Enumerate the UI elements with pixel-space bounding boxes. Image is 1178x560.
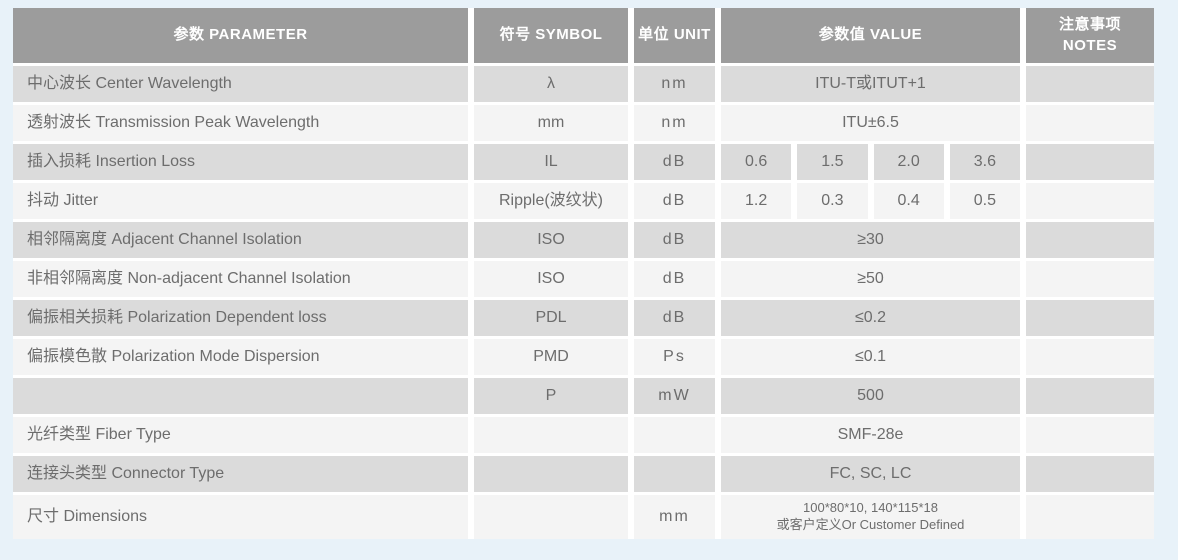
value-cell: ITU-T或ITUT+1 [721, 66, 1020, 102]
notes-cell [1026, 495, 1154, 539]
notes-cell [1026, 66, 1154, 102]
value-cell: SMF-28e [721, 417, 1020, 453]
symbol-cell: ISO [474, 261, 628, 297]
value-line: 100*80*10, 140*115*18 [803, 500, 938, 516]
value-cell: ≥30 [721, 222, 1020, 258]
value-cell: ITU±6.5 [721, 105, 1020, 141]
symbol-cell: P [474, 378, 628, 414]
notes-cell [1026, 105, 1154, 141]
value-subcell: 3.6 [949, 144, 1020, 180]
value-subcell: 2.0 [873, 144, 944, 180]
symbol-cell: λ [474, 66, 628, 102]
symbol-cell: PMD [474, 339, 628, 375]
header-notes-line2: NOTES [1062, 36, 1118, 54]
value-cell: 100*80*10, 140*115*18 或客户定义Or Customer De… [721, 495, 1020, 539]
param-cell: 相邻隔离度 Adjacent Channel Isolation [13, 222, 468, 258]
notes-cell [1026, 417, 1154, 453]
notes-cell [1026, 222, 1154, 258]
value-cell: ≥50 [721, 261, 1020, 297]
value-cell: FC, SC, LC [721, 456, 1020, 492]
unit-cell: mW [634, 378, 715, 414]
value-subcells: 1.2 0.3 0.4 0.5 [721, 183, 1020, 219]
value-subcells: 0.6 1.5 2.0 3.6 [721, 144, 1020, 180]
unit-cell: dB [634, 261, 715, 297]
header-notes-line1: 注意事项 [1058, 16, 1121, 34]
symbol-cell [474, 417, 628, 453]
header-notes: 注意事项 NOTES [1026, 8, 1154, 63]
header-unit: 单位 UNIT [634, 8, 715, 63]
symbol-cell [474, 495, 628, 539]
symbol-cell: Ripple(波纹状) [474, 183, 628, 219]
notes-cell [1026, 183, 1154, 219]
value-subcell: 0.5 [949, 183, 1020, 219]
value-cell: 500 [721, 378, 1020, 414]
param-cell: 透射波长 Transmission Peak Wavelength [13, 105, 468, 141]
param-cell: 偏振模色散 Polarization Mode Dispersion [13, 339, 468, 375]
value-cell: ≤0.1 [721, 339, 1020, 375]
unit-cell: dB [634, 300, 715, 336]
unit-cell: dB [634, 222, 715, 258]
param-cell: 抖动 Jitter [13, 183, 468, 219]
param-cell: 光纤类型 Fiber Type [13, 417, 468, 453]
value-subcell: 0.4 [873, 183, 944, 219]
param-cell: 中心波长 Center Wavelength [13, 66, 468, 102]
value-cell: ≤0.2 [721, 300, 1020, 336]
notes-cell [1026, 144, 1154, 180]
notes-cell [1026, 300, 1154, 336]
value-subcell: 0.6 [721, 144, 792, 180]
unit-cell: mm [634, 495, 715, 539]
param-cell: 插入损耗 Insertion Loss [13, 144, 468, 180]
value-subcell: 0.3 [797, 183, 868, 219]
value-line: 或客户定义Or Customer Defined [776, 517, 965, 532]
unit-cell: dB [634, 144, 715, 180]
header-symbol: 符号 SYMBOL [474, 8, 628, 63]
symbol-cell: mm [474, 105, 628, 141]
unit-cell: dB [634, 183, 715, 219]
notes-cell [1026, 261, 1154, 297]
unit-cell [634, 456, 715, 492]
unit-cell: Ps [634, 339, 715, 375]
notes-cell [1026, 456, 1154, 492]
param-cell: 偏振相关损耗 Polarization Dependent loss [13, 300, 468, 336]
unit-cell: nm [634, 66, 715, 102]
param-cell: 连接头类型 Connector Type [13, 456, 468, 492]
value-subcell: 1.2 [721, 183, 792, 219]
spec-table: 参数 PARAMETER 符号 SYMBOL 单位 UNIT 参数值 VALUE 注意事… [13, 8, 1154, 539]
value-subcell: 1.5 [797, 144, 868, 180]
param-cell [13, 378, 468, 414]
notes-cell [1026, 378, 1154, 414]
param-cell: 非相邻隔离度 Non-adjacent Channel Isolation [13, 261, 468, 297]
symbol-cell: PDL [474, 300, 628, 336]
header-parameter: 参数 PARAMETER [13, 8, 468, 63]
symbol-cell: ISO [474, 222, 628, 258]
param-cell: 尺寸 Dimensions [13, 495, 468, 539]
unit-cell [634, 417, 715, 453]
symbol-cell [474, 456, 628, 492]
unit-cell: nm [634, 105, 715, 141]
notes-cell [1026, 339, 1154, 375]
symbol-cell: IL [474, 144, 628, 180]
header-value: 参数值 VALUE [721, 8, 1020, 63]
